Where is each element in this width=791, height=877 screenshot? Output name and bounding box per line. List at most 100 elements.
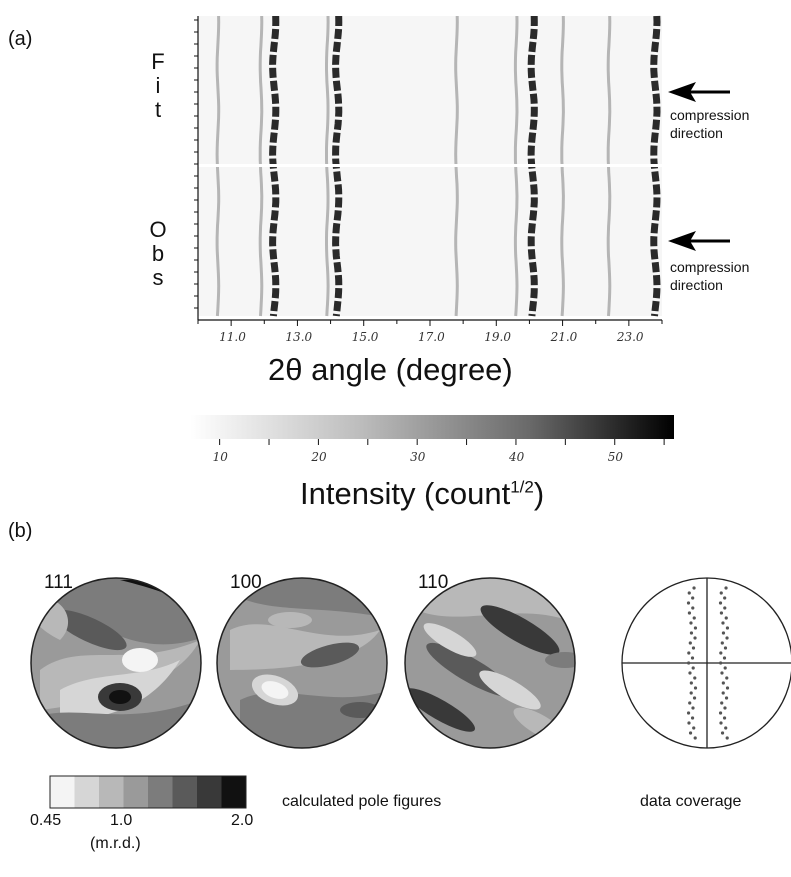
coverage-point [723, 716, 726, 719]
coverage-point [726, 736, 729, 739]
coverage-point [692, 666, 695, 669]
coverage-point [689, 731, 692, 734]
arrow-text-line: compression [670, 106, 749, 124]
coverage-point [721, 621, 724, 624]
coverage-point [725, 676, 728, 679]
colorbar-title: Intensity (count1/2) [300, 476, 544, 512]
coverage-point [688, 701, 691, 704]
coverage-point [722, 691, 725, 694]
coverage-point [693, 636, 696, 639]
coverage-point [726, 686, 729, 689]
x-tick-label: 13.0 [285, 330, 312, 344]
coverage-point [691, 716, 694, 719]
pole-figures-row [0, 560, 791, 760]
coverage-point [722, 631, 725, 634]
coverage-point [693, 696, 696, 699]
coverage-point [687, 661, 690, 664]
x-tick-label: 11.0 [219, 330, 246, 344]
coverage-point [724, 666, 727, 669]
scale-cell [173, 776, 198, 808]
colorbar-tick-label: 10 [213, 450, 228, 464]
coverage-point [688, 611, 691, 614]
arrow-text-line: compression [670, 258, 749, 276]
pole-figure-111 [20, 570, 220, 770]
data-coverage-figure [622, 578, 791, 748]
coverage-point [694, 736, 697, 739]
coverage-point [721, 641, 724, 644]
x-tick-label: 15.0 [352, 330, 379, 344]
coverage-point [719, 651, 722, 654]
scale-cell [75, 776, 100, 808]
coverage-point [693, 616, 696, 619]
coverage-point [724, 726, 727, 729]
scale-min-label: 0.45 [30, 812, 61, 830]
colorbar-tick-label: 20 [311, 450, 326, 464]
coverage-point [692, 586, 695, 589]
x-axis-title: 2θ angle (degree) [268, 352, 513, 388]
coverage-point [691, 706, 694, 709]
caption-coverage: data coverage [640, 793, 741, 811]
coverage-point [688, 591, 691, 594]
coverage-point [724, 646, 727, 649]
compression-arrow-icon [668, 231, 730, 251]
caption-calculated: calculated pole figures [282, 793, 441, 811]
coverage-point [723, 706, 726, 709]
coverage-point [691, 606, 694, 609]
intensity-colorbar [0, 405, 791, 465]
colorbar-tick-label: 50 [608, 450, 623, 464]
mrd-scale-bar [0, 770, 260, 810]
coverage-point [689, 621, 692, 624]
pole-figure-100 [210, 570, 410, 770]
coverage-point [687, 711, 690, 714]
scale-cell [99, 776, 124, 808]
scale-mid-label: 1.0 [110, 812, 132, 830]
scale-cell [50, 776, 75, 808]
coverage-point [687, 721, 690, 724]
coverage-point [687, 651, 690, 654]
coverage-point [720, 611, 723, 614]
coverage-point [726, 626, 729, 629]
scale-max-label: 2.0 [231, 812, 253, 830]
coverage-point [725, 696, 728, 699]
coverage-point [692, 726, 695, 729]
coverage-point [725, 636, 728, 639]
coverage-point [691, 656, 694, 659]
colorbar-title-end: ) [534, 476, 544, 511]
arrow-text-line: direction [670, 276, 749, 294]
coverage-point [722, 681, 725, 684]
scale-cell [148, 776, 173, 808]
coverage-point [691, 596, 694, 599]
colorbar-tick-label: 30 [410, 450, 425, 464]
x-tick-label: 23.0 [617, 330, 644, 344]
coverage-point [723, 656, 726, 659]
x-tick-label: 17.0 [418, 330, 445, 344]
colorbar-title-superscript: 1/2 [510, 478, 534, 497]
colorbar-title-main: Intensity (count [300, 476, 510, 511]
coverage-point [721, 731, 724, 734]
compression-arrow-icon [668, 82, 730, 102]
pole-figure-110 [400, 570, 600, 770]
coverage-point [688, 671, 691, 674]
colorbar-gradient [190, 415, 674, 439]
scale-cell [222, 776, 247, 808]
compression-label-bottom: compression direction [670, 258, 749, 294]
coverage-point [690, 631, 693, 634]
coverage-point [693, 676, 696, 679]
coverage-point [692, 646, 695, 649]
coverage-point [719, 601, 722, 604]
coverage-point [687, 601, 690, 604]
x-tick-label: 19.0 [484, 330, 511, 344]
coverage-point [720, 671, 723, 674]
coverage-point [719, 661, 722, 664]
panel-b-label: (b) [8, 520, 32, 543]
fit-obs-divider [198, 164, 662, 167]
coverage-point [725, 616, 728, 619]
colorbar-tick-label: 40 [509, 450, 524, 464]
coverage-point [724, 586, 727, 589]
coverage-point [690, 681, 693, 684]
coverage-point [719, 721, 722, 724]
coverage-point [723, 596, 726, 599]
coverage-point [690, 691, 693, 694]
coverage-point [720, 701, 723, 704]
x-tick-label: 21.0 [551, 330, 578, 344]
